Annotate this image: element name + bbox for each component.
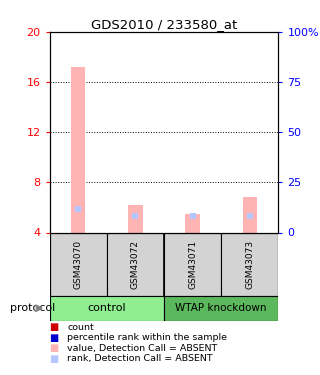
- Bar: [50, 232, 107, 296]
- Text: value, Detection Call = ABSENT: value, Detection Call = ABSENT: [67, 344, 218, 353]
- Text: ■: ■: [50, 344, 59, 353]
- Text: ■: ■: [50, 354, 59, 364]
- Title: GDS2010 / 233580_at: GDS2010 / 233580_at: [91, 18, 237, 31]
- Text: ■: ■: [50, 322, 59, 332]
- Text: protocol: protocol: [10, 303, 55, 313]
- Text: GSM43072: GSM43072: [131, 240, 140, 289]
- Bar: [71, 67, 85, 232]
- Bar: [128, 205, 142, 232]
- Bar: [164, 232, 221, 296]
- Text: control: control: [87, 303, 126, 313]
- Text: GSM43070: GSM43070: [74, 240, 83, 289]
- Bar: [221, 232, 278, 296]
- Bar: [243, 197, 257, 232]
- Bar: [50, 296, 164, 321]
- Text: GSM43073: GSM43073: [245, 240, 254, 289]
- Bar: [107, 232, 164, 296]
- Text: percentile rank within the sample: percentile rank within the sample: [67, 333, 227, 342]
- Text: WTAP knockdown: WTAP knockdown: [175, 303, 267, 313]
- Bar: [186, 214, 200, 232]
- Text: count: count: [67, 323, 94, 332]
- Text: GSM43071: GSM43071: [188, 240, 197, 289]
- Text: ■: ■: [50, 333, 59, 343]
- Text: rank, Detection Call = ABSENT: rank, Detection Call = ABSENT: [67, 354, 213, 363]
- Bar: [164, 296, 278, 321]
